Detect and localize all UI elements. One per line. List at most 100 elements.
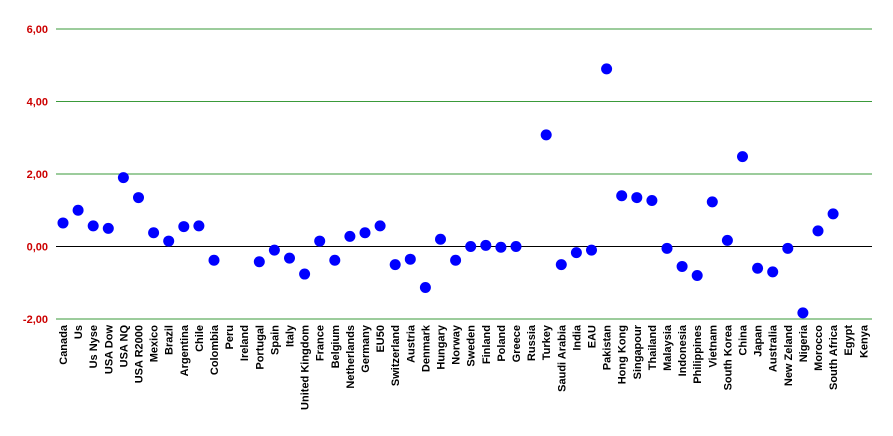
x-tick-label: Us Nyse (88, 325, 100, 368)
data-point (570, 247, 582, 259)
data-point (646, 194, 658, 206)
data-point (555, 259, 567, 271)
x-tick-label: Greece (511, 325, 523, 362)
x-tick-label: Nigeria (798, 324, 810, 362)
data-point (586, 244, 597, 256)
x-tick-label: Kenya (858, 324, 870, 358)
grid (56, 28, 872, 320)
y-tick-label: 6,00 (27, 24, 48, 36)
x-tick-label: Finland (481, 325, 493, 364)
data-point (721, 234, 733, 246)
x-tick-label: EAU (587, 325, 599, 348)
data-point (314, 235, 326, 247)
data-point (691, 270, 703, 281)
data-point (299, 268, 311, 280)
data-point (72, 204, 84, 216)
x-tick-label: Turkey (541, 324, 553, 360)
data-point (419, 281, 431, 293)
x-tick-label: India (571, 324, 583, 351)
y-tick-label: 2,00 (27, 169, 48, 181)
x-tick-label: Colombia (209, 324, 221, 375)
x-tick-label: Poland (496, 325, 508, 362)
x-tick-label: New Zeland (783, 325, 795, 386)
x-tick-label: Indonesia (677, 324, 689, 376)
x-tick-label: Spain (269, 325, 281, 355)
x-tick-label: South Korea (722, 324, 734, 390)
data-point (208, 254, 220, 266)
x-tick-label: Japan (753, 325, 765, 357)
x-tick-label: Egypt (843, 325, 855, 356)
x-tick-label: Portugal (254, 325, 266, 370)
x-tick-label: Canada (58, 324, 70, 365)
data-point (389, 259, 401, 271)
x-tick-label: Malaysia (662, 324, 674, 371)
y-tick-label: 0,00 (27, 242, 48, 254)
x-tick-label: Norway (451, 324, 463, 365)
x-tick-label: Mexico (149, 325, 161, 363)
data-point (631, 192, 643, 204)
data-point (178, 221, 190, 233)
x-tick-label: Sweden (466, 325, 478, 367)
x-tick-label: Belgium (330, 325, 342, 369)
x-tick-label: Singapour (632, 324, 644, 379)
data-point (752, 262, 764, 274)
x-tick-label: Australia (768, 324, 780, 372)
data-point (374, 220, 386, 232)
y-tick-label: 4,00 (27, 97, 48, 109)
data-point (148, 227, 160, 239)
data-point (661, 242, 673, 254)
x-tick-label: France (315, 325, 327, 361)
data-point (601, 63, 613, 75)
data-point (827, 208, 839, 220)
x-tick-label: South Africa (828, 324, 840, 390)
data-point (344, 230, 356, 242)
x-tick-label: Russia (526, 324, 538, 361)
data-points (57, 63, 839, 319)
data-point (404, 253, 416, 265)
x-tick-label: Pakistan (602, 325, 614, 371)
x-axis-ticks: Canada Us Us Nyse USA Dow USA NQ USA R2000 Mex… (58, 324, 870, 410)
data-point (737, 151, 748, 163)
data-point (797, 307, 809, 319)
data-point (253, 256, 265, 268)
data-point (117, 172, 129, 184)
x-tick-label: Ireland (239, 325, 251, 361)
data-point (268, 244, 280, 256)
x-tick-label: Us (73, 325, 85, 339)
x-tick-label: Italy (285, 324, 297, 347)
data-point (782, 242, 794, 254)
data-point (706, 196, 718, 208)
x-tick-label: Saudi Arabia (556, 324, 568, 392)
x-tick-label: Vietnam (707, 325, 719, 368)
data-point (540, 129, 552, 141)
data-point (480, 239, 492, 251)
data-point (767, 266, 779, 278)
x-tick-label: Morocco (813, 325, 825, 371)
x-tick-label: Argentina (179, 324, 191, 376)
x-tick-label: EU50 (375, 325, 387, 353)
x-tick-label: Hungary (436, 324, 448, 370)
x-tick-label: Philippines (692, 325, 704, 384)
data-point (510, 241, 522, 252)
x-tick-label: Austria (405, 324, 417, 363)
data-point (133, 192, 144, 204)
data-point (163, 235, 175, 247)
x-tick-label: United Kingdom (300, 325, 312, 410)
x-tick-label: Chile (194, 325, 206, 352)
data-point (435, 233, 446, 245)
x-tick-label: Germany (360, 324, 372, 373)
x-tick-label: Peru (224, 325, 236, 349)
data-point (812, 225, 824, 237)
x-tick-label: Hong Kong (617, 325, 629, 384)
data-point (329, 254, 341, 266)
x-tick-label: USA Dow (103, 325, 115, 375)
data-point (465, 241, 477, 252)
x-tick-label: China (738, 324, 750, 355)
data-point (495, 241, 507, 253)
data-point (193, 220, 205, 232)
data-point (284, 252, 295, 264)
data-point (450, 254, 462, 266)
data-point (87, 220, 99, 232)
